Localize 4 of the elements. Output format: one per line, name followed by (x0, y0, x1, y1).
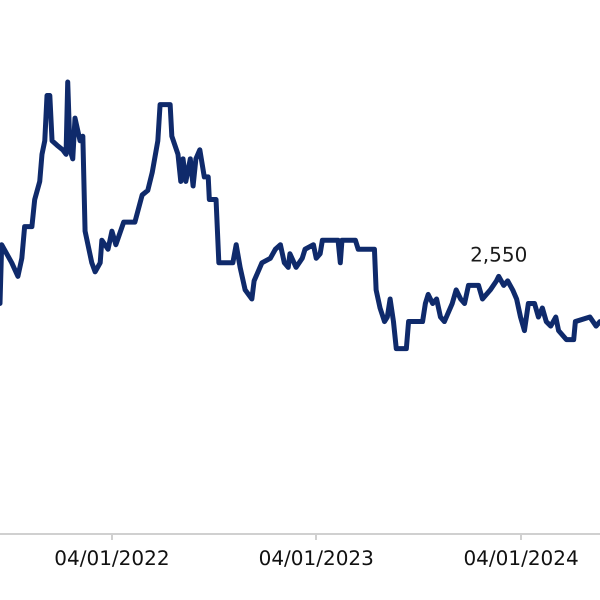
x-tick-label: 04/01/2022 (54, 546, 170, 570)
x-tick-label: 04/01/2023 (258, 546, 374, 570)
x-tick-label: 04/01/2024 (463, 546, 579, 570)
annotation: 2,550 (470, 242, 528, 266)
